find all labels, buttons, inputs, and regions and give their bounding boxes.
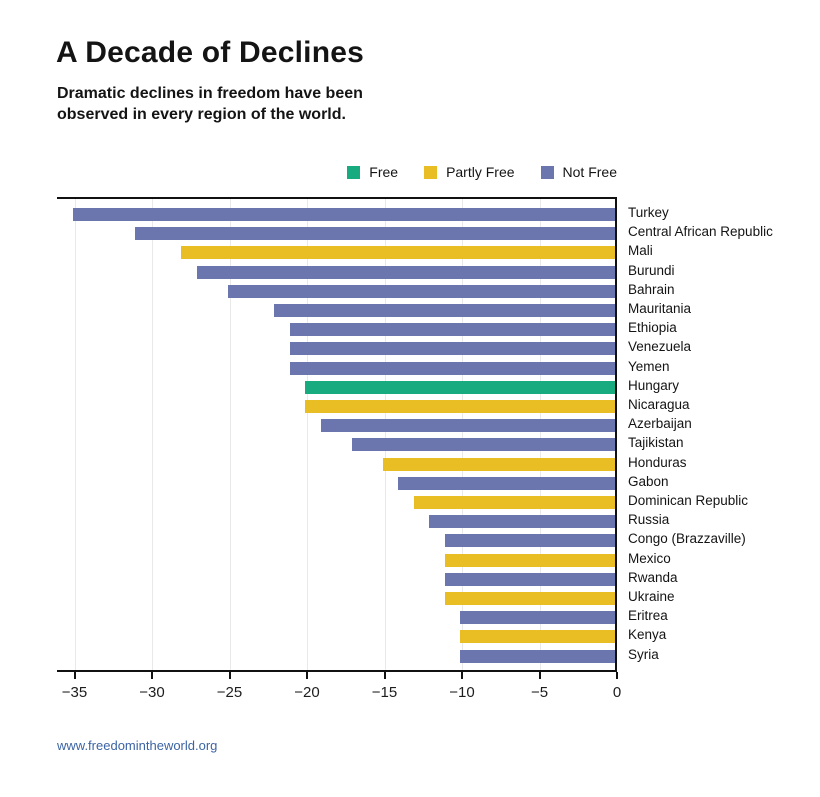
country-label-kenya: Kenya: [628, 627, 667, 643]
subtitle-line-2: observed in every region of the world.: [57, 106, 346, 123]
country-label-ethiopia: Ethiopia: [628, 320, 677, 336]
chart-legend: Free Partly Free Not Free: [57, 164, 617, 180]
country-label-honduras: Honduras: [628, 454, 687, 470]
country-label-burundi: Burundi: [628, 262, 675, 278]
country-label-russia: Russia: [628, 512, 670, 528]
page-title: A Decade of Declines: [56, 36, 364, 69]
bar-azerbaijan: [320, 419, 615, 433]
bar-ukraine: [444, 592, 615, 605]
legend-item-free: Free: [347, 164, 398, 180]
legend-label: Free: [369, 164, 399, 180]
bar-yemen: [289, 361, 615, 375]
gridline-30: [152, 199, 153, 670]
bar-dominican-republic: [413, 496, 615, 509]
source-url-link[interactable]: www.freedomintheworld.org: [57, 738, 218, 753]
x-tick-5: [538, 672, 541, 679]
bar-tajikistan: [351, 438, 615, 452]
bar-honduras: [382, 457, 615, 471]
x-tick-label-35: −35: [61, 684, 88, 701]
country-label-dominican-republic: Dominican Republic: [628, 493, 749, 508]
gridline-35: [74, 199, 76, 670]
legend-item-partly-free: Partly Free: [424, 164, 515, 180]
country-label-syria: Syria: [628, 646, 659, 662]
gridline-25: [229, 199, 231, 670]
country-label-hungary: Hungary: [628, 377, 680, 393]
x-tick-label-15: −15: [371, 684, 398, 701]
x-tick-label-0: 0: [612, 684, 622, 701]
country-label-mali: Mali: [628, 243, 653, 259]
country-label-azerbaijan: Azerbaijan: [628, 416, 692, 432]
legend-item-not-free: Not Free: [540, 164, 617, 180]
x-tick-15: [383, 672, 386, 679]
country-label-nicaragua: Nicaragua: [628, 397, 690, 412]
x-tick-20: [306, 672, 308, 679]
x-tick-label-5: −5: [530, 684, 549, 701]
legend-swatch-partly-free: [424, 165, 438, 179]
bar-bahrain: [227, 284, 615, 298]
bar-eritrea: [460, 611, 615, 625]
plot-area: [57, 197, 617, 672]
country-label-central-african-republic: Central African Republic: [628, 224, 773, 240]
country-label-mexico: Mexico: [628, 550, 671, 566]
chart-subtitle: Dramatic declines in freedom have been o…: [57, 83, 363, 125]
gridline-5: [539, 199, 541, 670]
gridline-15: [384, 199, 386, 670]
x-tick-10: [461, 672, 463, 679]
x-tick-label-10: −10: [449, 684, 475, 701]
bar-congo-brazzaville: [444, 534, 615, 548]
gridline-20: [307, 199, 308, 670]
legend-swatch-not-free: [540, 165, 554, 179]
legend-label: Partly Free: [446, 164, 515, 180]
country-label-congo-brazzaville: Congo (Brazzaville): [628, 531, 746, 547]
bar-mexico: [444, 553, 615, 567]
bar-venezuela: [289, 342, 615, 356]
x-tick-label-25: −25: [216, 684, 243, 701]
country-label-rwanda: Rwanda: [628, 569, 678, 585]
x-tick-25: [228, 672, 231, 679]
bar-rwanda: [444, 572, 615, 586]
x-tick-35: [73, 672, 76, 679]
bar-syria: [460, 649, 615, 663]
bar-gabon: [398, 476, 615, 490]
legend-swatch-free: [347, 165, 361, 179]
x-tick-30: [151, 672, 153, 679]
country-label-ukraine: Ukraine: [628, 589, 675, 604]
country-label-gabon: Gabon: [628, 473, 669, 489]
country-label-turkey: Turkey: [628, 205, 669, 220]
country-label-eritrea: Eritrea: [628, 608, 668, 624]
country-label-bahrain: Bahrain: [628, 281, 675, 297]
subtitle-line-1: Dramatic declines in freedom have been: [57, 85, 363, 102]
bar-mali: [181, 246, 615, 260]
bar-nicaragua: [305, 400, 615, 413]
country-label-yemen: Yemen: [628, 358, 670, 374]
gridline-10: [462, 199, 463, 670]
bar-mauritania: [274, 304, 615, 317]
x-tick-label-30: −30: [139, 684, 165, 701]
bar-ethiopia: [289, 323, 615, 337]
bar-central-african-republic: [134, 227, 615, 241]
country-label-venezuela: Venezuela: [628, 339, 692, 355]
x-tick-label-20: −20: [294, 684, 320, 701]
bar-burundi: [196, 265, 615, 279]
bar-hungary: [305, 380, 615, 394]
country-label-mauritania: Mauritania: [628, 301, 692, 316]
country-label-tajikistan: Tajikistan: [628, 435, 684, 451]
bar-kenya: [460, 630, 615, 644]
x-tick-0: [616, 672, 618, 679]
legend-label: Not Free: [562, 164, 617, 180]
bar-turkey: [72, 208, 615, 221]
bar-russia: [429, 515, 615, 529]
